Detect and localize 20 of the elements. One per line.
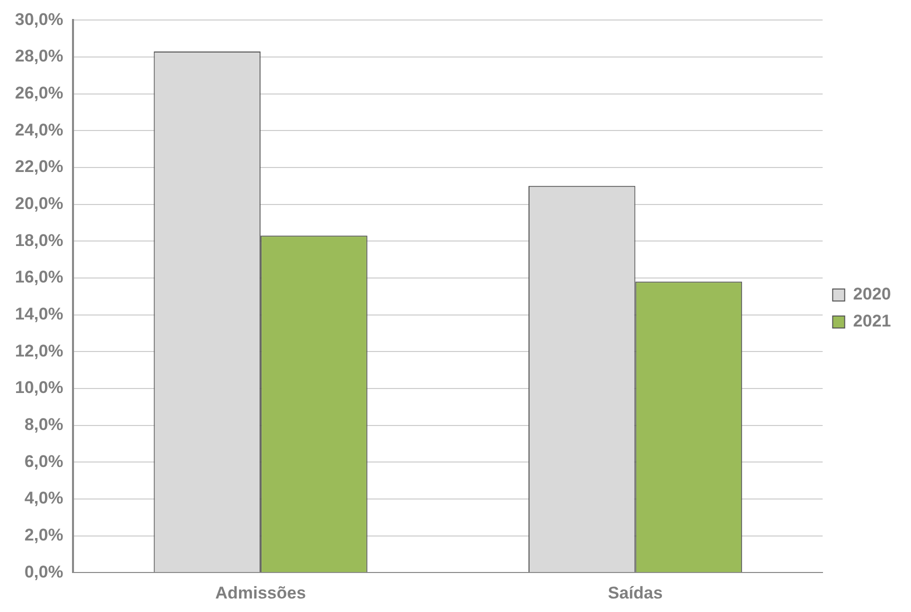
y-tick-label: 6,0% (24, 452, 64, 471)
y-tick-label: 2,0% (24, 525, 64, 544)
y-tick-label: 8,0% (24, 414, 64, 434)
y-tick-label: 0,0% (24, 562, 64, 582)
y-tick-label: 12,0% (15, 341, 64, 360)
x-tick-label: Saídas (608, 583, 663, 602)
y-tick-label: 22,0% (15, 157, 64, 176)
y-tick-label: 24,0% (15, 120, 64, 140)
y-tick-label: 4,0% (24, 488, 64, 508)
legend-label: 2021 (853, 312, 892, 331)
y-tick-label: 30,0% (15, 10, 64, 29)
x-tick-label: Admissões (215, 583, 306, 602)
y-tick-label: 18,0% (15, 230, 64, 250)
y-tick-label: 28,0% (15, 46, 64, 66)
legend-label: 2020 (853, 284, 892, 304)
y-tick-label: 26,0% (15, 84, 64, 103)
y-tick-label: 10,0% (15, 378, 64, 398)
y-tick-label: 14,0% (15, 304, 64, 324)
y-tick-label: 16,0% (15, 268, 64, 287)
y-tick-label: 20,0% (15, 194, 64, 214)
